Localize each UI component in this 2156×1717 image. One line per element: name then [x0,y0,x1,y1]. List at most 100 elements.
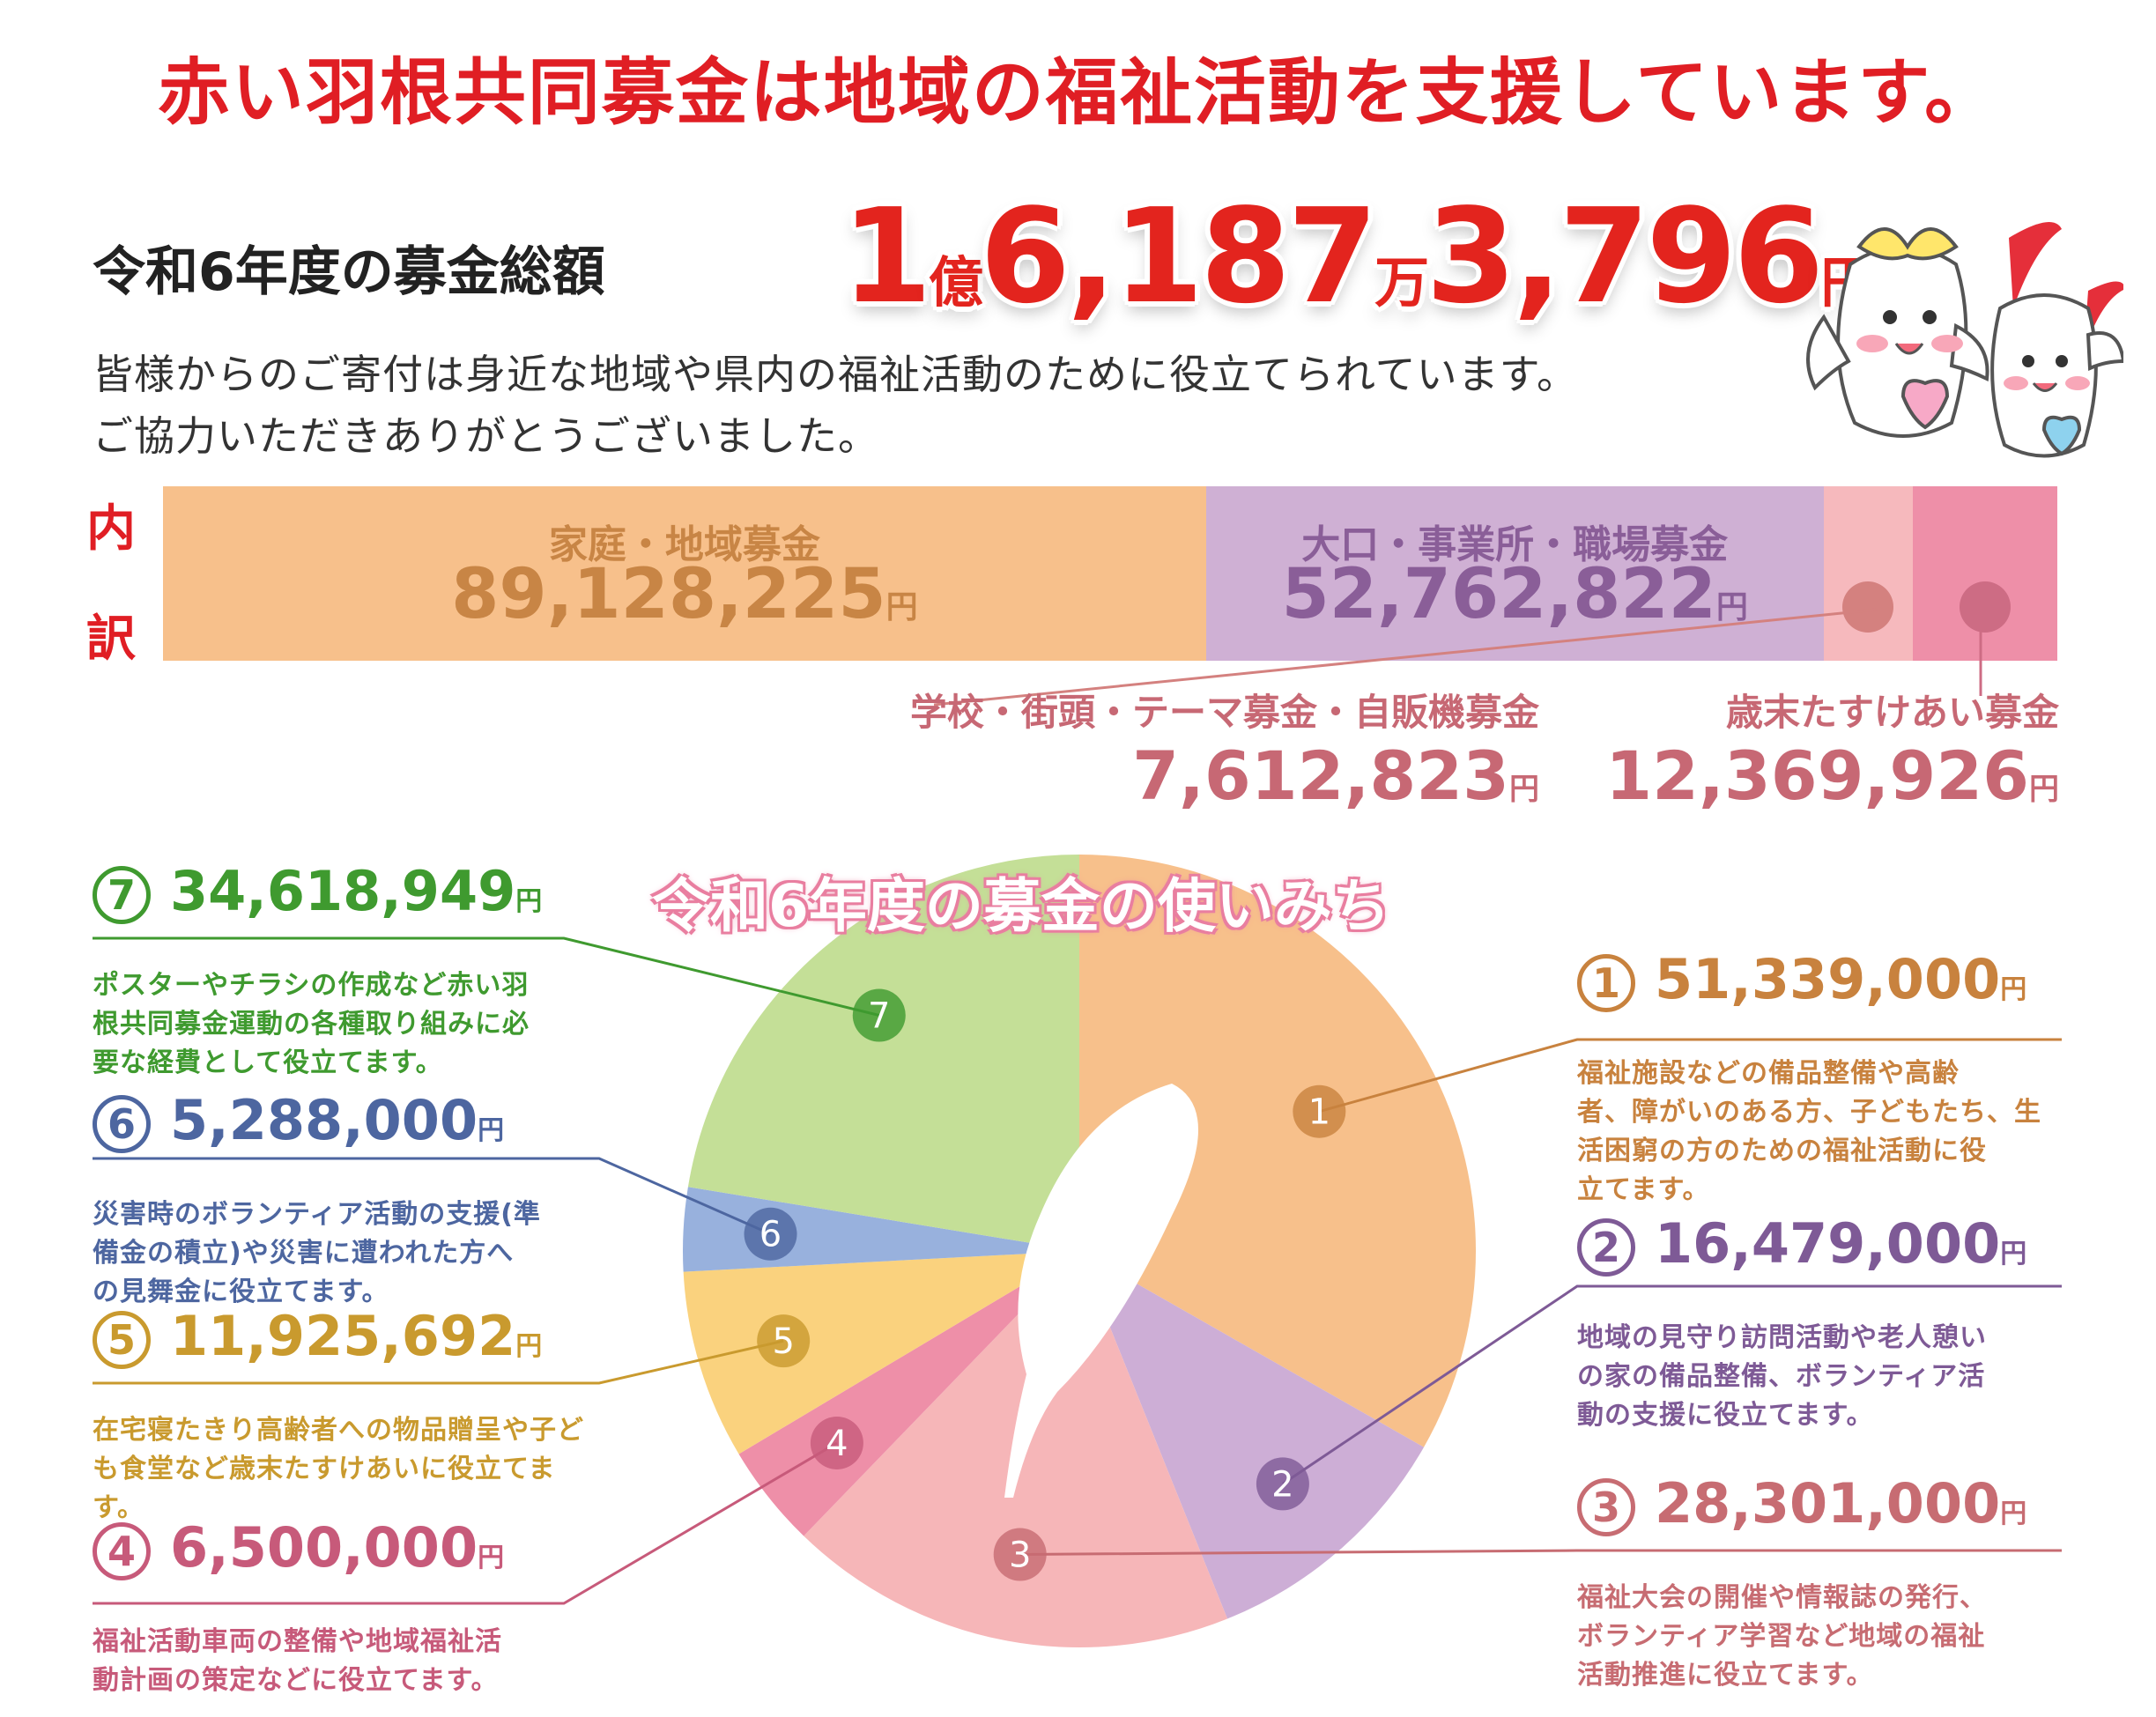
slice-marker-5 [757,1314,811,1368]
usage-item-3: 3 28,301,000円福祉大会の開催や情報誌の発行、 ボランティア学習など地域の… [1577,1471,2071,1695]
usage-item-description: 災害時のボランティア活動の支援(準 備金の積立)や災害に遭われた方へ の見舞金に役立… [93,1195,586,1312]
usage-item-amount-yen: 円 [2000,1499,2027,1529]
total-amount-part3: 3,796 [1426,181,1824,332]
usage-item-amount: 4 6,500,000円 [93,1515,586,1580]
usage-item-description: 福祉大会の開催や情報誌の発行、 ボランティア学習など地域の福祉 活動推進に役立てます… [1577,1579,2071,1695]
leader-line-6 [93,1157,772,1236]
usage-item-amount-value: 11,925,692 [170,1304,516,1368]
usage-item-description-line: 災害時のボランティア活動の支援(準 [93,1198,541,1230]
slice-marker-2 [1256,1457,1309,1511]
leader-line-5 [93,1339,784,1385]
usage-item-description: 福祉施設などの備品整備や高齢者、障がいのある方、子どもたち、生 活困窮の方のための… [1577,1055,2071,1210]
segment-value-yen: 円 [1509,772,1539,807]
usage-item-1: 1 51,339,000円福祉施設などの備品整備や高齢者、障がいのある方、子どもた… [1577,947,2071,1210]
segment-value: 12,369,926円 [1605,736,2059,815]
usage-item-amount-yen: 円 [515,886,543,917]
segment-title: 大口・事業所・職場募金 [1301,522,1729,567]
usage-item-description-line: の見舞金に役立てます。 [93,1276,389,1307]
usage-item-number: 2 [1577,1217,1635,1277]
usage-item-amount: 3 28,301,000円 [1577,1471,2071,1536]
usage-title: 令和6年度の募金の使いみち [652,872,1390,940]
slice-marker-label-7: 7 [868,995,890,1036]
usage-item-description: ポスターやチラシの作成など赤い羽 根共同募金運動の各種取り組みに必 要な経費として役… [93,966,586,1083]
slice-marker-label-6: 6 [759,1215,782,1255]
usage-item-number: 3 [1577,1477,1635,1536]
usage-item-number: 4 [93,1521,151,1580]
slice-marker-7 [852,988,906,1042]
leader-line-3 [1019,1549,2062,1556]
usage-item-amount: 5 11,925,692円 [93,1304,586,1369]
usage-item-description-line: ボランティア学習など地域の福祉 [1577,1620,1986,1652]
usage-item-description: 地域の見守り訪問活動や老人憩い の家の備品整備、ボランティア活 動の支援に役立てます… [1577,1319,2071,1435]
usage-item-description-line: ポスターやチラシの作成など赤い羽 [93,969,530,1001]
leader-line-4 [93,1441,838,1605]
usage-item-amount: 7 34,618,949円 [93,859,586,924]
usage-item-5: 5 11,925,692円在宅寝たきり高齢者への物品贈呈や子ども食堂など歳末たすけ… [93,1304,586,1528]
usage-item-description-line: 立てます。 [1577,1173,1710,1205]
pie-slice-5 [683,1251,1079,1454]
usage-item-description-line: 在宅寝たきり高齢者への物品贈呈や子ど [93,1414,584,1446]
usage-item-4: 4 6,500,000円福祉活動車両の整備や地域福祉活 動計画の策定などに役立てます… [93,1515,586,1700]
segment-title: 歳末たすけあい募金 [1725,691,2059,734]
usage-item-number: 6 [93,1094,151,1153]
total-amount-unit2: 万 [1374,250,1429,315]
breakdown-segment-yearend [1912,486,2057,661]
usage-item-description-line: 福祉活動車両の整備や地域福祉活 [93,1625,502,1657]
pie-slice-2 [1079,1251,1425,1619]
mascot-illustration [1806,222,2123,458]
usage-item-description-line: 動計画の策定などに役立てます。 [93,1664,499,1696]
breakdown-yearend-label: 歳末たすけあい募金 12,369,926円 [1605,683,2059,815]
usage-item-description-line: 動の支援に役立てます。 [1577,1399,1874,1431]
usage-item-description-line: 要な経費として役立てます。 [93,1047,443,1078]
total-amount-unit1: 億 [928,250,983,315]
pie-slice-1 [1079,855,1476,1447]
usage-item-amount-yen: 円 [515,1331,543,1362]
slice-marker-label-2: 2 [1271,1464,1293,1505]
intro-line-2: ご協力いただきありがとうございました。 [93,412,879,460]
breakdown-label-top: 内 [86,500,136,558]
usage-item-description-line: 地域の見守り訪問活動や老人憩い [1577,1321,1987,1353]
usage-item-description-line: も食堂など歳末たすけあいに役立てます。 [93,1453,556,1523]
usage-item-amount-value: 34,618,949 [170,859,516,923]
usage-item-description-line: 活困窮の方のための福祉活動に役 [1577,1135,1987,1166]
segment-value-yen: 円 [885,589,918,625]
segment-value-number: 7,612,823 [1132,736,1509,815]
usage-item-amount-yen: 円 [478,1115,505,1146]
slice-marker-4 [810,1416,863,1469]
usage-item-description-line: 福祉施設などの備品整備や高齢 [1577,1057,1960,1089]
usage-item-description-line: 福祉大会の開催や情報誌の発行、 [1577,1581,1987,1613]
intro-text: 皆様からのご寄付は身近な地域や県内の福祉活動のために役立てられています。 ご協力… [93,344,1578,467]
usage-item-number: 1 [1577,953,1635,1012]
usage-item-amount: 6 5,288,000円 [93,1088,586,1153]
segment-value-number: 12,369,926 [1605,736,2029,815]
pie-slice-7 [687,855,1079,1251]
segment-value-yen: 円 [2029,772,2059,807]
total-amount-part2: 6,187 [980,181,1378,332]
headline: 赤い羽根共同募金は地域の福祉活動を支援しています。 [157,51,1999,135]
slice-marker-label-1: 1 [1308,1092,1330,1133]
segment-marker-dot [1959,581,2011,633]
slice-marker-label-5: 5 [772,1321,794,1362]
usage-item-amount-value: 51,339,000 [1655,947,2001,1011]
usage-item-number: 5 [93,1310,151,1369]
feather-icon [1004,1084,1198,1498]
breakdown-label-bottom: 訳 [86,611,136,668]
usage-item-7: 7 34,618,949円ポスターやチラシの作成など赤い羽 根共同募金運動の各種取り… [93,859,586,1083]
slice-marker-3 [993,1528,1047,1581]
segment-value: 7,612,823円 [910,736,1539,815]
slice-marker-6 [744,1207,797,1261]
usage-item-description-line: の家の備品整備、ボランティア活 [1577,1360,1986,1392]
intro-line-1: 皆様からのご寄付は身近な地域や県内の福祉活動のために役立てられています。 [93,351,1579,398]
usage-item-amount-yen: 円 [478,1543,505,1573]
total-label: 令和6年度の募金総額 [93,241,605,303]
leader-line-1 [1318,1038,2062,1114]
leader-line-2 [1282,1284,2062,1485]
usage-item-description-line: 者、障がいのある方、子どもたち、生 [1577,1096,2041,1128]
segment-value-number: 89,128,225 [451,555,886,634]
total-amount-part1: 1 [841,181,932,332]
usage-item-amount-value: 6,500,000 [170,1515,478,1580]
slice-marker-label-3: 3 [1009,1535,1031,1575]
usage-item-amount-yen: 円 [2000,974,2027,1005]
usage-item-amount: 2 16,479,000円 [1577,1211,2071,1277]
